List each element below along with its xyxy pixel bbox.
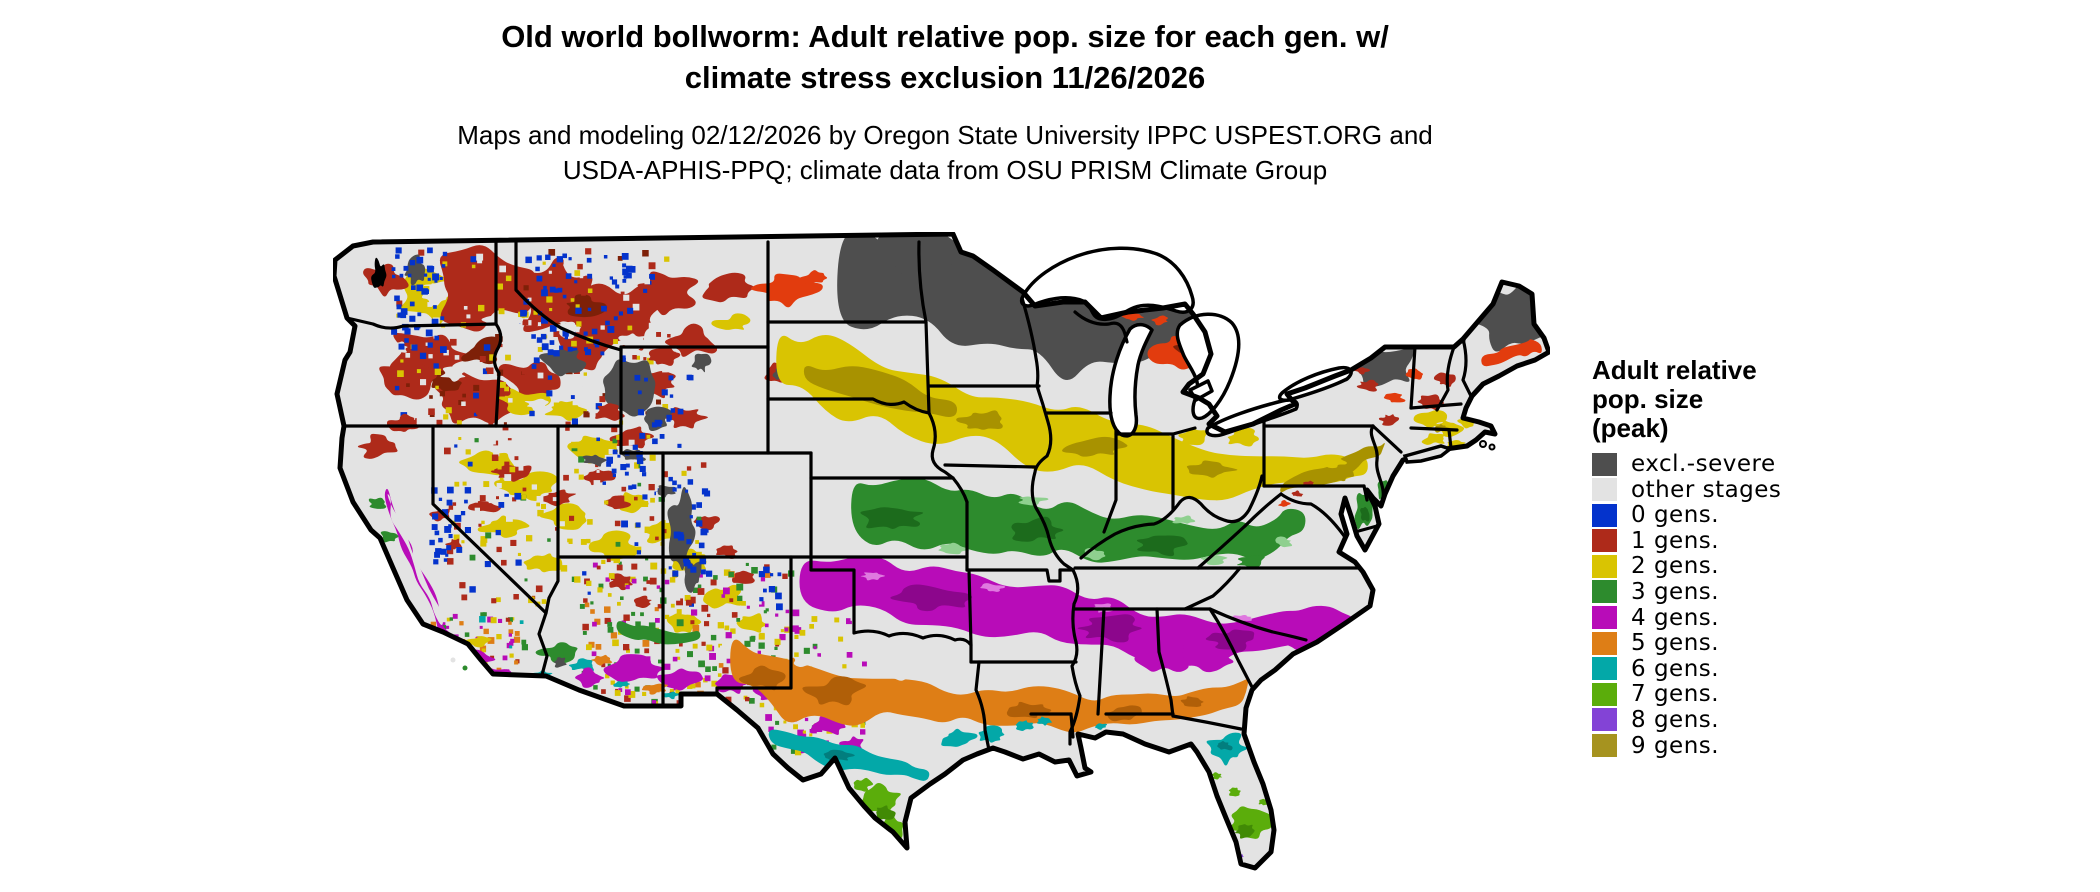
legend-label: 1 gens.: [1631, 527, 1720, 554]
legend-item: 7 gens.: [1592, 681, 1882, 708]
legend-label: 2 gens.: [1631, 553, 1720, 580]
legend-item: 9 gens.: [1592, 732, 1882, 759]
legend-swatch-excl_severe: [1592, 452, 1617, 476]
subtitle-line1: Maps and modeling 02/12/2026 by Oregon S…: [457, 120, 1433, 150]
legend-swatch-gens8: [1592, 708, 1617, 732]
legend-label: 6 gens.: [1631, 655, 1720, 682]
legend-swatch-gens6: [1592, 657, 1617, 681]
us-generation-map: [333, 232, 1550, 885]
us-map-svg: [333, 232, 1550, 871]
us-outline: [333, 232, 1550, 871]
legend: Adult relative pop. size (peak) excl.-se…: [1592, 356, 1882, 759]
legend-item: 5 gens.: [1592, 630, 1882, 657]
legend-item: 0 gens.: [1592, 502, 1882, 529]
legend-item: 4 gens.: [1592, 604, 1882, 631]
legend-label: 3 gens.: [1631, 578, 1720, 605]
legend-title-line2: pop. size: [1592, 384, 1704, 414]
legend-item: 1 gens.: [1592, 527, 1882, 554]
legend-swatch-gens7: [1592, 682, 1617, 706]
legend-item: excl.-severe: [1592, 451, 1882, 477]
legend-swatch-gens5: [1592, 631, 1617, 655]
legend-label: 4 gens.: [1631, 604, 1720, 631]
legend-label: excl.-severe: [1631, 451, 1776, 477]
legend-swatch-gens4: [1592, 606, 1617, 630]
legend-item: other stages: [1592, 476, 1882, 503]
legend-title-line1: Adult relative: [1592, 355, 1757, 385]
legend-label: 9 gens.: [1631, 732, 1720, 759]
long-island: [1402, 444, 1454, 464]
legend-item: 2 gens.: [1592, 553, 1882, 580]
legend-label: other stages: [1631, 476, 1782, 503]
legend-label: 7 gens.: [1631, 681, 1720, 708]
title-line1: Old world bollworm: Adult relative pop. …: [501, 19, 1389, 54]
legend-swatch-gens1: [1592, 529, 1617, 553]
legend-item: 6 gens.: [1592, 655, 1882, 682]
legend-item: 3 gens.: [1592, 578, 1882, 605]
legend-items: excl.-severe other stages 0 gens. 1 gens. 2 …: [1592, 451, 1882, 759]
legend-swatch-other_stages: [1592, 478, 1617, 502]
legend-title-line3: (peak): [1592, 413, 1669, 443]
legend-label: 0 gens.: [1631, 502, 1720, 529]
figure-subtitle: Maps and modeling 02/12/2026 by Oregon S…: [0, 118, 1890, 188]
title-line2: climate stress exclusion 11/26/2026: [684, 60, 1206, 95]
figure-title: Old world bollworm: Adult relative pop. …: [0, 16, 1890, 98]
legend-label: 5 gens.: [1631, 630, 1720, 657]
subtitle-line2: USDA-APHIS-PPQ; climate data from OSU PR…: [562, 155, 1328, 185]
legend-swatch-gens9: [1592, 734, 1617, 758]
legend-swatch-gens3: [1592, 580, 1617, 604]
legend-swatch-gens2: [1592, 554, 1617, 578]
legend-label: 8 gens.: [1631, 706, 1720, 733]
legend-swatch-gens0: [1592, 503, 1617, 527]
legend-title: Adult relative pop. size (peak): [1592, 356, 1882, 443]
state-borders: [342, 240, 1474, 752]
legend-item: 8 gens.: [1592, 706, 1882, 733]
